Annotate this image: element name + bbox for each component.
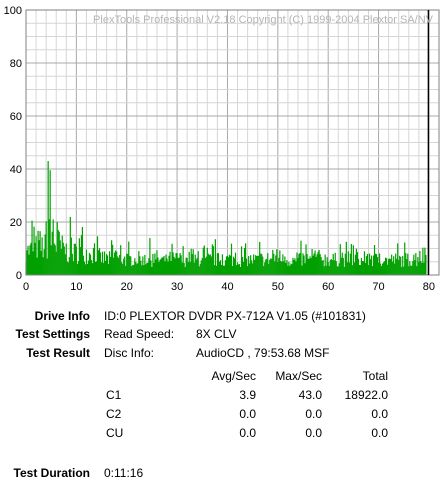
x-tick-label: 10 <box>70 281 82 293</box>
x-tick-label: 40 <box>221 281 233 293</box>
row-cu-max: 0.0 <box>305 426 322 440</box>
row-c2-name: C2 <box>106 407 122 421</box>
test-settings-label: Test Settings <box>15 327 90 341</box>
read-speed-label: Read Speed: <box>104 327 175 341</box>
test-duration-value: 0:11:16 <box>104 466 144 480</box>
row-c1-name: C1 <box>106 388 122 402</box>
c1-series <box>25 161 427 275</box>
drive-info-label: Drive Info <box>34 309 90 323</box>
read-speed-value: 8X CLV <box>196 327 237 341</box>
drive-info-value: ID:0 PLEXTOR DVDR PX-712A V1.05 (#101831… <box>104 309 366 323</box>
x-tick-label: 0 <box>23 281 29 293</box>
header-max: Max/Sec <box>275 369 322 383</box>
disc-info-label: Disc Info: <box>104 346 155 360</box>
row-c1-total: 18922.0 <box>344 388 388 402</box>
y-tick-label: 60 <box>10 111 22 123</box>
plot-frame <box>25 9 440 276</box>
y-tick-label: 40 <box>10 164 22 176</box>
disc-info-value: AudioCD , 79:53.68 MSF <box>196 346 330 360</box>
row-cu-total: 0.0 <box>371 426 388 440</box>
test-result-label: Test Result <box>26 346 90 360</box>
x-tick-label: 80 <box>423 281 435 293</box>
x-tick-label: 20 <box>121 281 133 293</box>
header-total: Total <box>362 369 388 383</box>
chart-axes: 0 10 20 30 40 50 60 70 80 0 20 40 60 80 100 <box>4 5 440 293</box>
row-c2-max: 0.0 <box>305 407 322 421</box>
row-cu-avg: 0.0 <box>239 426 256 440</box>
row-cu-name: CU <box>106 426 124 440</box>
y-tick-label: 0 <box>16 270 22 282</box>
y-tick-label: 20 <box>10 217 22 229</box>
test-duration-label: Test Duration <box>13 466 90 480</box>
x-tick-label: 30 <box>171 281 183 293</box>
y-tick-label: 80 <box>10 58 22 70</box>
chart-grid <box>26 10 439 275</box>
x-tick-label: 70 <box>372 281 384 293</box>
row-c2-total: 0.0 <box>371 407 388 421</box>
y-tick-label: 100 <box>4 5 22 17</box>
x-tick-label: 50 <box>272 281 284 293</box>
watermark-text: PlexTools Professional V2.18 Copyright (… <box>93 14 434 26</box>
header-avg: Avg/Sec <box>211 369 256 383</box>
row-c1-max: 43.0 <box>298 388 322 402</box>
row-c2-avg: 0.0 <box>239 407 256 421</box>
row-c1-avg: 3.9 <box>239 388 256 402</box>
c1-c2-chart: 0 10 20 30 40 50 60 70 80 0 20 40 60 80 100 PlexTools … <box>4 5 440 293</box>
x-tick-label: 60 <box>322 281 334 293</box>
